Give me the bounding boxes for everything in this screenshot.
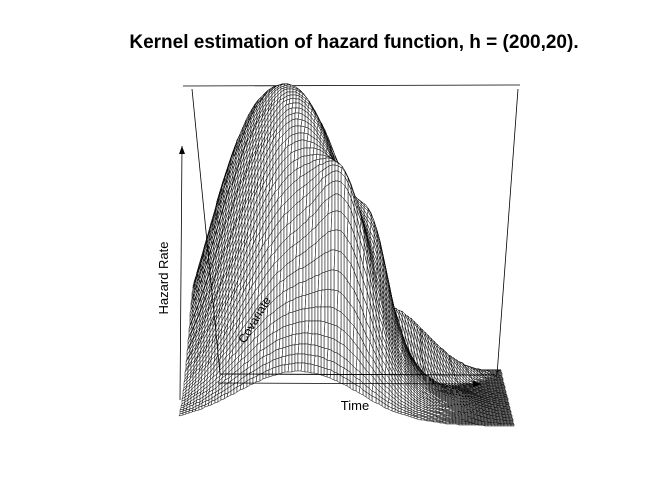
svg-text:Kernel estimation of hazard fu: Kernel estimation of hazard function, h … <box>129 32 578 53</box>
